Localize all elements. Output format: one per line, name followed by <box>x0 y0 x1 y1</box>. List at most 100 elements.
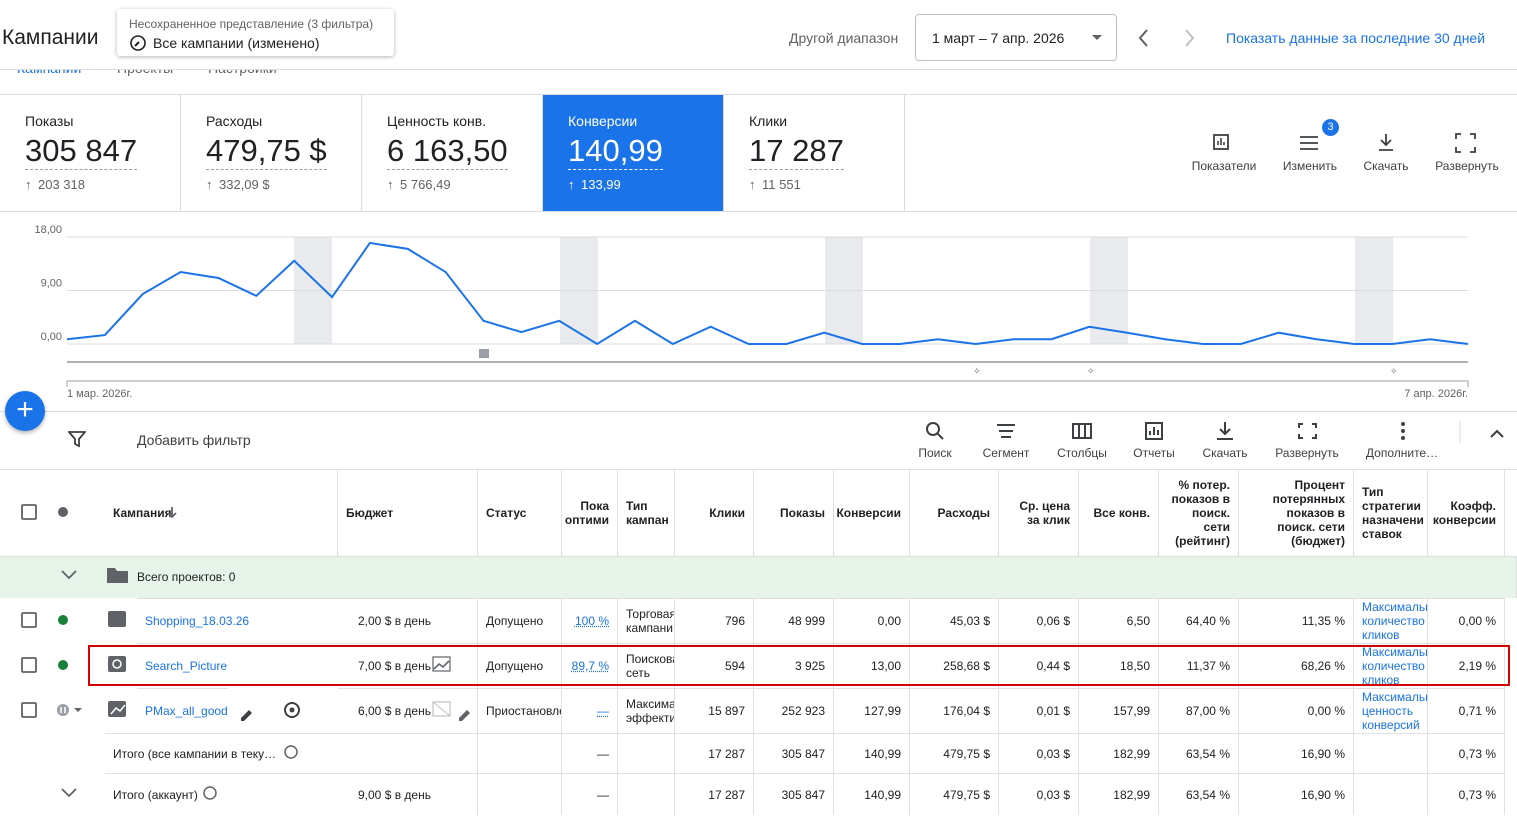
table-tool[interactable]: Дополните… <box>1365 446 1439 460</box>
metric-delta-arrow: ↑ <box>568 177 575 192</box>
table-cell: 0,73 % <box>1428 733 1505 773</box>
column-header[interactable]: Тип кампан <box>618 470 675 556</box>
table-cell: 140,99 <box>834 773 910 815</box>
table-cell <box>618 773 675 815</box>
add-filter[interactable]: Добавить фильтр <box>137 432 251 448</box>
column-header[interactable]: Процент потерянных показов в поиск. сети… <box>1239 470 1354 556</box>
table-cell: 252 923 <box>754 688 834 733</box>
chart: ✧ ✧ ✧ 0,00 9,00 18,00 1 мар. 2026г. 7 апр. 202… <box>0 211 1517 412</box>
table-cell: 48 999 <box>754 598 834 643</box>
table-cell: 9,00 $ в день <box>338 773 478 815</box>
table-cell[interactable]: PMax_all_goods_KZ <box>137 688 228 733</box>
column-header[interactable]: Тип стратегии назначени ставок <box>1354 470 1428 556</box>
metric-value: 305 847 <box>25 133 138 170</box>
filter-icon[interactable] <box>68 430 86 448</box>
range-slider[interactable] <box>66 380 1469 387</box>
metric-label: Конверсии <box>568 113 638 129</box>
table-cell: Итого (аккаунт) <box>105 773 338 815</box>
table-cell: Итого (все кампании в теку… <box>105 733 338 773</box>
badge: 3 <box>1322 119 1339 136</box>
view-selector[interactable]: Несохраненное представление (3 фильтра) … <box>117 9 394 56</box>
y-tick-label: 18,00 <box>34 224 62 236</box>
data-line <box>66 241 1469 346</box>
table-cell[interactable]: Search_Picture <box>137 643 338 688</box>
table-tool[interactable]: Столбцы <box>1057 446 1107 460</box>
period-arrows[interactable] <box>1134 28 1204 48</box>
table-cell: 68,26 % <box>1239 643 1354 688</box>
table-cell: 0,73 % <box>1428 773 1505 815</box>
table-cell: 0,06 $ <box>999 598 1079 643</box>
table-cell: 63,54 % <box>1159 773 1239 815</box>
table-cell[interactable]: Максимальное количество кликов <box>1354 643 1428 688</box>
table-tool[interactable]: Поиск <box>918 446 952 460</box>
table-cell: 305 847 <box>754 733 834 773</box>
group-row <box>0 556 1517 598</box>
table-tool[interactable]: Скачать <box>1202 446 1248 460</box>
column-header[interactable]: Ср. цена за клик <box>999 470 1079 556</box>
metric-tool[interactable]: Показатели <box>1191 159 1257 173</box>
dropdown-icon <box>1092 35 1102 40</box>
table-cell[interactable]: Максимальная ценность конверсий <box>1354 688 1428 733</box>
metric-card[interactable]: Ценность конв. 6 163,50 ↑ 5 766,49 <box>362 95 543 211</box>
table-cell[interactable]: 100 % <box>562 598 618 643</box>
svg-text:✧: ✧ <box>973 366 981 376</box>
y-tick-label: 9,00 <box>41 278 62 290</box>
column-header[interactable]: Пока оптими <box>562 470 618 556</box>
table-cell: 15 897 <box>675 688 754 733</box>
metric-card[interactable]: Расходы 479,75 $ ↑ 332,09 $ <box>181 95 362 211</box>
metric-delta: 5 766,49 <box>400 177 451 192</box>
column-header[interactable]: % потер. показов в поиск. сети (рейтинг) <box>1159 470 1239 556</box>
table-cell[interactable]: Shopping_18.03.26 <box>137 598 338 643</box>
metric-delta: 332,09 $ <box>219 177 270 192</box>
metric-delta-arrow: ↑ <box>25 177 32 192</box>
date-range[interactable]: 1 март – 7 апр. 2026 <box>915 14 1117 61</box>
annotation-marker[interactable] <box>479 349 489 358</box>
metric-card[interactable]: Показы 305 847 ↑ 203 318 <box>0 95 181 211</box>
table-cell: 479,75 $ <box>910 733 999 773</box>
table-cell: 17 287 <box>675 733 754 773</box>
column-header[interactable]: Клики <box>675 470 754 556</box>
table-tool[interactable]: Отчеты <box>1133 446 1175 460</box>
table-cell: 64,40 % <box>1159 598 1239 643</box>
table-cell[interactable] <box>1354 733 1428 773</box>
table-cell: 0,01 $ <box>999 688 1079 733</box>
column-header[interactable]: Конверсии <box>834 470 910 556</box>
date-range-text: 1 март – 7 апр. 2026 <box>932 30 1065 46</box>
metric-delta-arrow: ↑ <box>387 177 394 192</box>
table-cell <box>618 733 675 773</box>
column-header[interactable]: Бюджет <box>338 470 478 556</box>
metric-tool[interactable]: Скачать <box>1363 159 1409 173</box>
metric-delta: 11 551 <box>762 177 801 192</box>
x-tick-label: 1 мар. 2026г. <box>67 388 132 400</box>
metric-card[interactable]: Клики 17 287 ↑ 11 551 <box>724 95 905 211</box>
metric-card[interactable]: Конверсии 140,99 ↑ 133,99 <box>543 95 724 211</box>
table-cell[interactable]: 89,7 % <box>562 643 618 688</box>
table-cell: 479,75 $ <box>910 773 999 815</box>
range-label: Другой диапазон <box>789 30 899 46</box>
column-header[interactable]: Статус <box>478 470 562 556</box>
column-header[interactable]: Коэфф. конверсии <box>1428 470 1505 556</box>
table-cell[interactable]: — <box>562 688 618 733</box>
add-button[interactable]: + <box>5 391 45 431</box>
table-tool[interactable]: Развернуть <box>1275 446 1339 460</box>
table-cell: 0,00 <box>834 598 910 643</box>
metric-tool[interactable]: Изменить <box>1282 159 1338 173</box>
metric-delta-arrow: ↑ <box>206 177 213 192</box>
metric-tool[interactable]: Развернуть <box>1435 159 1499 173</box>
column-header[interactable]: Все конв. <box>1079 470 1159 556</box>
table-cell: 3 925 <box>754 643 834 688</box>
table-tool[interactable]: Сегмент <box>982 446 1030 460</box>
column-header[interactable]: Расходы <box>910 470 999 556</box>
last-30-link[interactable]: Показать данные за последние 30 дней <box>1226 30 1486 46</box>
table-cell: 45,03 $ <box>910 598 999 643</box>
table-cell[interactable] <box>1354 773 1428 815</box>
metric-value: 17 287 <box>749 133 844 170</box>
metric-value: 479,75 $ <box>206 133 327 170</box>
table-cell: — <box>562 733 618 773</box>
table-cell: 11,37 % <box>1159 643 1239 688</box>
column-header[interactable]: Показы <box>754 470 834 556</box>
table-cell[interactable]: Максимальное количество кликов <box>1354 598 1428 643</box>
column-header[interactable]: Кампания <box>105 470 338 556</box>
table-cell: 157,99 <box>1079 688 1159 733</box>
table-cell <box>478 773 562 815</box>
